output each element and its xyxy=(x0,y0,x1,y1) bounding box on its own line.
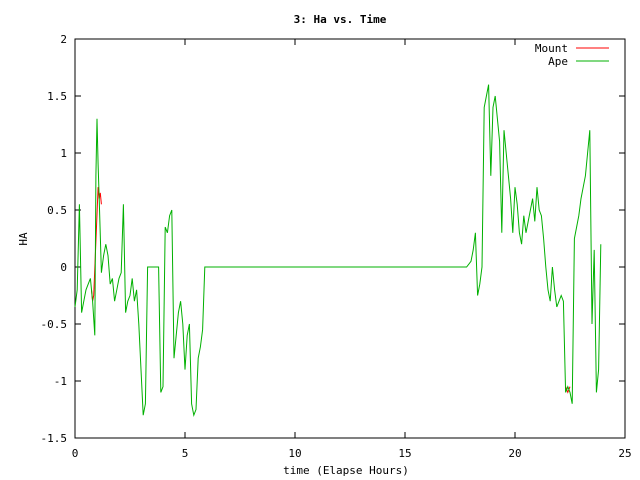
series-line-mount xyxy=(91,187,102,302)
series-line-mount xyxy=(565,386,571,394)
y-tick-label: -1.5 xyxy=(41,432,68,445)
series-layer xyxy=(74,84,602,418)
y-tick-label: 1.5 xyxy=(47,90,67,103)
x-tick-label: 10 xyxy=(288,447,301,460)
x-tick-label: 15 xyxy=(398,447,411,460)
series-line-ape xyxy=(74,84,602,418)
x-axis: 0 5 10 15 20 25 xyxy=(72,39,632,460)
y-tick-label: 2 xyxy=(60,33,67,46)
legend-label-mount: Mount xyxy=(535,42,568,55)
y-tick-label: 0 xyxy=(60,261,67,274)
y-tick-label: 0.5 xyxy=(47,204,67,217)
x-tick-label: 20 xyxy=(508,447,521,460)
x-tick-label: 25 xyxy=(618,447,631,460)
legend-label-ape: Ape xyxy=(548,55,568,68)
y-axis: -1.5 -1 -0.5 0 0.5 1 1.5 2 xyxy=(41,33,625,445)
y-tick-label: 1 xyxy=(60,147,67,160)
chart-title: 3: Ha vs. Time xyxy=(294,13,387,26)
y-axis-label: HA xyxy=(17,232,30,246)
legend: Mount Ape xyxy=(535,42,609,68)
x-axis-label: time (Elapse Hours) xyxy=(283,464,409,477)
y-tick-label: -0.5 xyxy=(41,318,68,331)
plot-frame xyxy=(74,38,626,439)
x-tick-label: 5 xyxy=(182,447,189,460)
y-tick-label: -1 xyxy=(54,375,67,388)
x-tick-label: 0 xyxy=(72,447,79,460)
